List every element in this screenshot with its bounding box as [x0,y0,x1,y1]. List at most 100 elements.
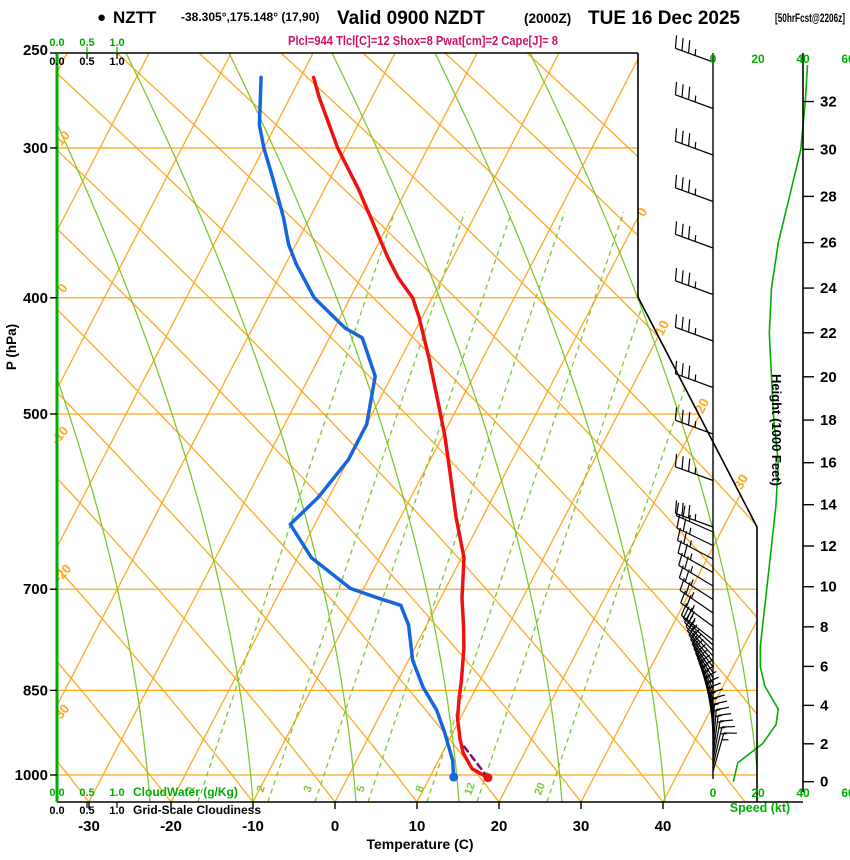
height-axis-title: Height (1000 Feet) [769,374,784,486]
moist-adiabat-line [57,53,151,802]
mixing-ratio-line [267,211,466,802]
cloudwater-scale-label-top: 0.0 [49,37,64,49]
sounding-indices: Plcl=944 Tlcl[C]=12 Shox=8 Pwat[cm]=2 Ca… [288,34,558,48]
wind-barb [674,174,714,203]
isotherm-line [57,53,232,802]
temperature-axis-title: Temperature (C) [366,836,473,852]
temperature-tick-label: -30 [78,818,100,835]
speed-tick-label-bottom: 60 [841,786,850,800]
wind-barb [674,81,714,110]
dry-adiabat-line [198,53,757,802]
wind-barb [677,540,714,574]
cloudiness-scale-label-top: 0.0 [49,56,64,68]
height-tick-label: 18 [820,412,837,429]
isotherm-line [57,53,314,802]
height-tick-label: 0 [820,774,828,791]
wind-barb [674,267,714,296]
wind-barb [674,35,714,63]
moist-adiabat-line [331,53,563,802]
isotherm-line [88,53,478,802]
cloudwater-scale-label-top: 1.0 [109,37,124,49]
cloudwater-scale-label-top: 0.5 [79,37,94,49]
cloudwater-scale-label-bottom: 0.0 [49,787,64,799]
dry-adiabat-line [57,53,172,802]
dry-adiabat-line [280,53,757,802]
surface-temperature-marker [483,773,493,783]
wind-barb [679,577,714,614]
height-tick-label: 28 [820,188,837,205]
height-tick-label: 6 [820,658,828,675]
height-tick-label: 14 [820,497,837,514]
wind-barb [674,500,714,528]
pressure-tick-label: 1000 [15,767,48,784]
temperature-tick-label: -10 [242,818,264,835]
height-tick-label: 10 [820,579,837,596]
speed-axis-title: Speed (kt) [730,801,790,815]
speed-profile-line [732,65,809,782]
cloudiness-scale-label-top: 0.5 [79,56,94,68]
temperature-tick-label: 40 [655,818,672,835]
height-tick-label: 30 [820,141,837,158]
height-tick-label: 2 [820,736,828,753]
cloudiness-scale-label-top: 1.0 [109,56,124,68]
mixing-ratio-line [197,211,396,802]
pressure-tick-label: 700 [23,581,48,598]
valid-time: Valid 0900 NZDT [337,8,485,29]
cloudwater-scale-label-bottom: 0.5 [79,787,94,799]
wind-barb [674,453,714,482]
wind-barb [675,502,714,533]
mixing-ratio-line [314,211,513,802]
wind-barbs [674,35,737,772]
moist-adiabat-line [434,53,666,802]
header: ● NZTT -38.305°,175.148° (17,90) Valid 0… [97,8,845,48]
wind-barb [712,732,737,772]
isotherm-line [580,53,757,802]
mixing-ratio-label: 20 [532,781,547,797]
pressure-tick-label: 500 [23,406,48,423]
dry-adiabat-line [362,53,757,802]
dry-adiabat-line [526,53,757,802]
pressure-tick-label: 300 [23,140,48,157]
dry-adiabat-label: -20 [51,561,75,585]
moist-adiabat-line [529,53,757,802]
wind-barb [678,565,714,601]
wind-barb [674,407,714,435]
moist-adiabat-line [57,53,254,802]
dewpoint-trace [257,75,456,779]
mixing-ratio-label: 12 [462,781,477,797]
height-tick-label: 26 [820,235,837,252]
height-tick-label: 22 [820,325,837,342]
wind-barb [676,515,714,547]
height-tick-label: 16 [820,455,837,472]
wind-barb [676,527,714,560]
speed-tick-label-bottom: 40 [796,786,810,800]
cloudiness-axis-title: Grid-Scale Cloudiness [133,803,261,817]
cloudiness-scale-label-bottom: 1.0 [109,805,124,817]
wind-barb [674,314,714,342]
pressure-tick-label: 850 [23,682,48,699]
isotherm-line [57,53,150,802]
moist-adiabat-line [228,53,460,802]
speed-tick-label-top: 0 [710,52,717,66]
cloudwater-axis-title: CloudWater (g/Kg) [133,785,238,799]
height-tick-label: 12 [820,538,837,555]
wind-barb [678,552,714,587]
isotherm-line [252,53,642,802]
isotherm-line [498,53,757,802]
temperature-tick-label: 30 [573,818,590,835]
speed-tick-label-top: 40 [796,52,810,66]
mixing-ratio-label: 8 [413,784,426,794]
pressure-tick-label: 400 [23,290,48,307]
station-bullet: ● [97,9,106,26]
dry-adiabat-line [444,53,757,802]
wind-barb [685,615,714,657]
mixing-ratio-label: 2 [254,784,267,794]
height-tick-label: 8 [820,619,828,636]
wind-barb [674,128,714,156]
moist-adiabat-line [125,53,357,802]
pressure-axis-title: P (hPa) [4,324,19,370]
dry-adiabat-line [57,53,254,802]
dry-adiabat-line [57,53,418,802]
